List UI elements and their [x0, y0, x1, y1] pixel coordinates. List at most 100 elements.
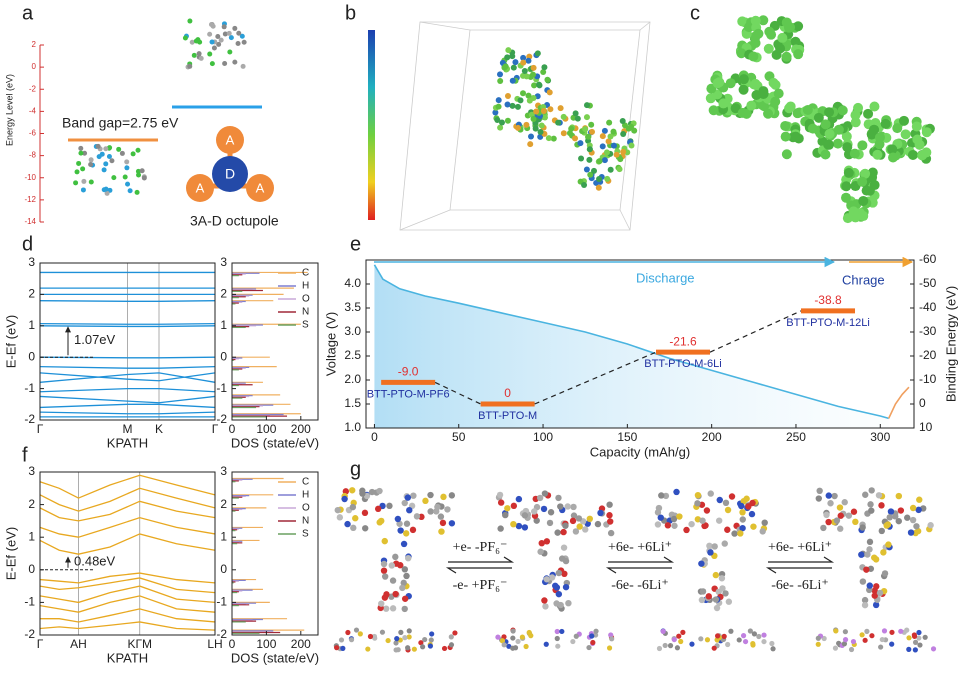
- atom: [531, 508, 538, 515]
- atom: [815, 635, 821, 641]
- atom: [887, 508, 895, 515]
- atom: [606, 119, 613, 126]
- area-fill: [374, 264, 889, 428]
- atom: [850, 117, 861, 128]
- atom: [570, 503, 577, 511]
- atom: [78, 150, 84, 156]
- atom: [820, 149, 831, 160]
- atom: [88, 179, 94, 185]
- cell-box: [399, 21, 651, 231]
- atom: [898, 628, 904, 634]
- donor-circle: [212, 156, 248, 192]
- atom: [885, 541, 892, 548]
- atom: [683, 526, 690, 534]
- atom: [413, 513, 421, 520]
- atom: [930, 646, 937, 652]
- atom: [532, 125, 539, 132]
- atom: [448, 634, 454, 640]
- atom: [694, 491, 702, 499]
- atom: [738, 84, 749, 95]
- atom: [866, 582, 873, 589]
- atom: [832, 138, 843, 149]
- atom: [721, 633, 727, 639]
- atom: [381, 594, 389, 601]
- atom: [530, 116, 537, 123]
- y2-tick-label: -20: [919, 348, 937, 362]
- atom: [540, 505, 548, 513]
- atom: [400, 540, 408, 548]
- atom: [495, 97, 502, 104]
- atom: [763, 43, 774, 54]
- atom: [381, 573, 389, 580]
- atom: [241, 39, 247, 45]
- atom: [906, 646, 912, 652]
- y-tick-label: 3: [220, 464, 227, 478]
- atom: [825, 518, 832, 526]
- atom: [707, 549, 714, 556]
- atom: [780, 131, 791, 142]
- atom: [586, 515, 594, 523]
- x-axis-label: KPATH: [107, 435, 148, 450]
- atom: [509, 53, 516, 60]
- atom: [880, 549, 887, 556]
- atom: [499, 638, 506, 644]
- y-tick-label: -1: [216, 381, 227, 395]
- atom: [215, 34, 221, 40]
- atom: [671, 636, 677, 643]
- atom: [379, 629, 386, 635]
- y-tick-label: 0: [220, 562, 227, 576]
- atom: [498, 119, 505, 126]
- x-axis-label: DOS (state/eV): [231, 650, 319, 665]
- atom: [124, 159, 130, 165]
- back-arrow: [605, 567, 672, 574]
- color-bar: [368, 30, 375, 220]
- y-tick-label: 1.5: [344, 396, 361, 410]
- atom: [813, 112, 824, 123]
- atom: [135, 147, 141, 153]
- atom: [599, 133, 606, 140]
- atom: [860, 168, 871, 179]
- atom: [440, 493, 447, 501]
- atom: [872, 149, 883, 160]
- atom: [842, 629, 848, 635]
- atom: [382, 605, 390, 612]
- y-tick-label: 3: [28, 464, 35, 478]
- atom: [827, 500, 834, 507]
- panel-label: a: [22, 2, 34, 24]
- legend-label: C: [302, 477, 309, 488]
- atom: [572, 528, 580, 535]
- atom: [398, 629, 404, 635]
- atom: [496, 491, 504, 499]
- atom: [680, 629, 686, 635]
- atom: [597, 509, 604, 517]
- atom: [406, 506, 413, 514]
- atom: [750, 15, 761, 26]
- back-arrow: [765, 567, 832, 574]
- atom: [673, 488, 680, 496]
- level-name: BTT-PTO-M: [478, 410, 537, 422]
- atom: [401, 499, 408, 507]
- level-value: -9.0: [398, 365, 419, 379]
- atom: [209, 39, 215, 45]
- atom: [881, 570, 889, 577]
- atom: [871, 592, 878, 599]
- y-tick-label: -2: [24, 627, 35, 641]
- atom: [341, 495, 348, 503]
- energy-tick-label: -12: [24, 195, 36, 204]
- atom: [743, 22, 754, 33]
- atom: [559, 628, 565, 635]
- atom: [495, 103, 502, 110]
- y-tick-label: 2: [220, 287, 227, 301]
- atom: [599, 143, 606, 150]
- atom: [770, 646, 776, 652]
- atom: [708, 105, 719, 116]
- atom: [334, 645, 340, 651]
- atom: [858, 551, 865, 558]
- atom: [538, 122, 545, 129]
- atom: [510, 502, 518, 510]
- atom: [561, 570, 568, 578]
- atom: [761, 632, 767, 638]
- x-tick-label: 100: [256, 637, 276, 651]
- atom: [211, 45, 217, 51]
- atom: [534, 50, 541, 57]
